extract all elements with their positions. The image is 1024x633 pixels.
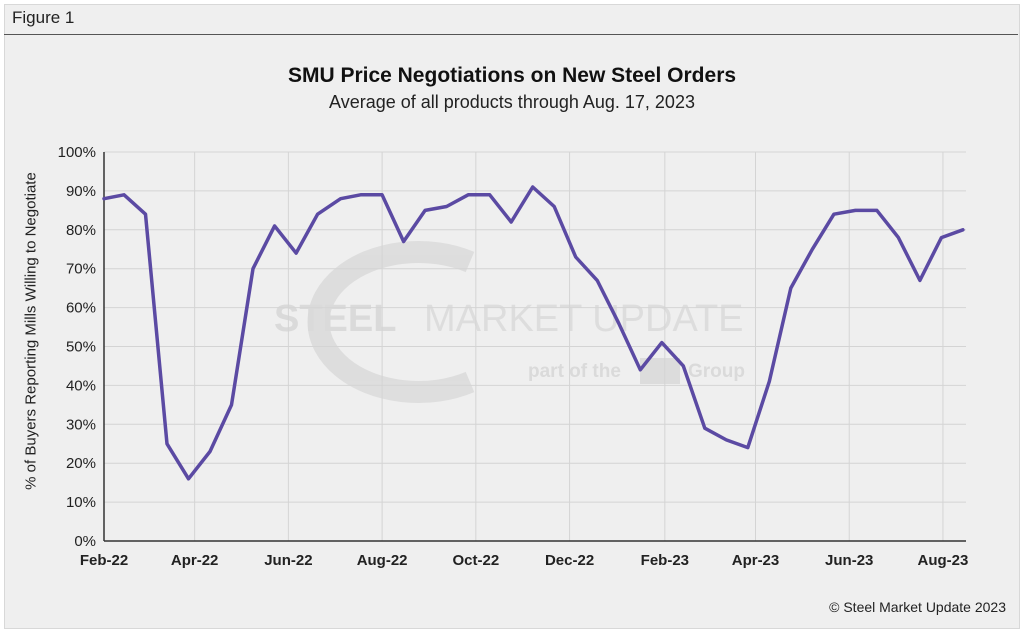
chart-title: SMU Price Negotiations on New Steel Orde… (287, 64, 737, 87)
y-tick-label: 10% (66, 494, 96, 511)
y-tick-label: 20% (66, 455, 96, 472)
x-tick-label: Apr-23 (732, 552, 780, 569)
x-tick-label: Jun-23 (825, 552, 873, 569)
chart-subtitle: Average of all products through Aug. 17,… (329, 92, 695, 112)
x-tick-label: Apr-22 (171, 552, 219, 569)
y-tick-labels: 0% 10% 20% 30% 40% 50% 60% 70% 80% 90% 100% (58, 144, 96, 550)
x-tick-label: Dec-22 (545, 552, 594, 569)
axes (103, 152, 966, 542)
x-tick-label: Feb-22 (80, 552, 128, 569)
x-tick-label: Jun-22 (264, 552, 312, 569)
figure-label: Figure 1 (12, 8, 75, 27)
x-tick-label: Feb-23 (641, 552, 689, 569)
figure-frame (4, 4, 1020, 629)
x-tick-labels: Feb-22 Apr-22 Jun-22 Aug-22 Oct-22 Dec-22 Feb-… (80, 552, 969, 569)
watermark-tagline-left: part of the (528, 361, 621, 382)
watermark-swoosh-icon (307, 241, 475, 403)
x-tick-label: Aug-23 (918, 552, 969, 569)
y-tick-label: 0% (74, 533, 96, 550)
y-tick-label: 80% (66, 222, 96, 239)
watermark-brand-rest: MARKET UPDATE (424, 298, 744, 340)
y-tick-label: 60% (66, 300, 96, 317)
grid-lines (103, 151, 966, 541)
figure-divider (4, 34, 1018, 35)
watermark-tagline-right: Group (688, 361, 745, 382)
x-tick-label: Aug-22 (357, 552, 408, 569)
y-tick-label: 30% (66, 416, 96, 433)
y-tick-label: 100% (58, 144, 96, 161)
y-tick-label: 70% (66, 261, 96, 278)
copyright-credit: © Steel Market Update 2023 (829, 599, 1006, 615)
y-tick-label: 50% (66, 339, 96, 356)
watermark-brand-bold: STEEL (274, 298, 396, 340)
series-line (102, 185, 965, 481)
y-tick-label: 90% (66, 183, 96, 200)
watermark-logo: STEEL MARKET UPDATE part of the Group (274, 241, 745, 403)
x-tick-label: Oct-22 (452, 552, 499, 569)
y-tick-label: 40% (66, 377, 96, 394)
